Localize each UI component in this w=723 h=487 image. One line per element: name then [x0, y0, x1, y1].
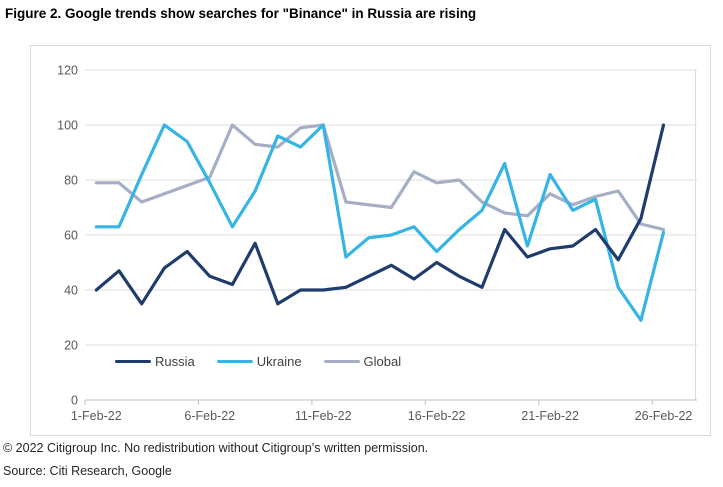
- svg-text:11-Feb-22: 11-Feb-22: [295, 409, 352, 423]
- svg-text:100: 100: [57, 119, 78, 133]
- svg-text:0: 0: [71, 394, 78, 408]
- copyright-note: © 2022 Citigroup Inc. No redistribution …: [3, 441, 429, 455]
- svg-text:120: 120: [57, 64, 78, 78]
- svg-text:26-Feb-22: 26-Feb-22: [635, 409, 693, 423]
- legend-swatch-russia-icon: [115, 359, 151, 364]
- svg-text:6-Feb-22: 6-Feb-22: [184, 409, 235, 423]
- svg-text:16-Feb-22: 16-Feb-22: [408, 409, 466, 423]
- legend-item-russia: Russia: [115, 354, 195, 369]
- figure-title: Figure 2. Google trends show searches fo…: [5, 6, 477, 21]
- svg-text:1-Feb-22: 1-Feb-22: [71, 409, 122, 423]
- legend-swatch-ukraine-icon: [216, 359, 253, 364]
- chart-legend: Russia Ukraine Global: [115, 354, 401, 369]
- legend-label-russia: Russia: [155, 354, 195, 369]
- chart-container: 0 20 40 60 80 100 120 1-Feb-22 6-Feb-22 11-Feb-22…: [30, 45, 711, 436]
- legend-label-ukraine: Ukraine: [256, 354, 302, 369]
- legend-item-global: Global: [323, 354, 402, 369]
- svg-text:21-Feb-22: 21-Feb-22: [521, 409, 579, 423]
- svg-text:40: 40: [64, 284, 78, 298]
- legend-item-ukraine: Ukraine: [216, 354, 302, 369]
- trend-line-chart: 0 20 40 60 80 100 120 1-Feb-22 6-Feb-22 11-Feb-22…: [57, 64, 697, 423]
- source-note: Source: Citi Research, Google: [3, 464, 172, 478]
- svg-text:20: 20: [64, 339, 78, 353]
- svg-text:80: 80: [64, 174, 78, 188]
- svg-text:60: 60: [64, 229, 78, 243]
- legend-swatch-global-icon: [323, 359, 360, 364]
- legend-label-global: Global: [363, 354, 402, 369]
